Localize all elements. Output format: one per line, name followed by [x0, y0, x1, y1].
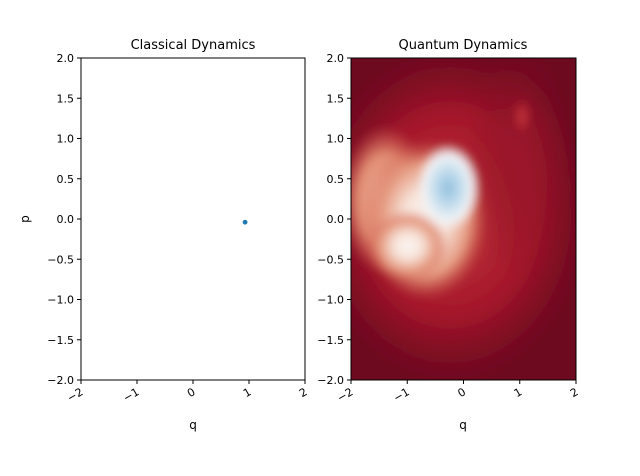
quantum-title: Quantum Dynamics: [399, 38, 528, 53]
x-tick-label: −1: [391, 385, 412, 404]
y-tick-label: 0.0: [327, 213, 345, 226]
scatter-point: [242, 219, 248, 225]
classical-y-ticks: −2.0 −1.5 −1.0 −0.5 0.0 0.5 1.0 1.5 2.0: [47, 52, 81, 387]
y-tick-label: −1.0: [47, 294, 74, 307]
x-tick-label: 2: [297, 385, 310, 400]
y-tick-label: 0.5: [327, 173, 345, 186]
y-tick-label: 1.0: [57, 133, 75, 146]
y-tick-label: −2.0: [317, 374, 344, 387]
x-tick-label: −1: [121, 385, 142, 404]
y-tick-label: 0.0: [57, 213, 75, 226]
y-tick-label: −0.5: [47, 253, 74, 266]
classical-x-ticks: −2 −1 0 1 2: [65, 380, 310, 405]
classical-title: Classical Dynamics: [131, 38, 256, 53]
y-tick-label: −2.0: [47, 374, 74, 387]
x-tick-label: 1: [512, 385, 525, 400]
y-tick-label: −1.0: [317, 294, 344, 307]
x-tick-label: −2: [335, 385, 356, 404]
y-tick-label: 2.0: [327, 52, 345, 65]
y-tick-label: 1.5: [57, 92, 75, 105]
x-tick-label: 1: [241, 385, 254, 400]
quantum-y-ticks: −2.0 −1.5 −1.0 −0.5 0.0 0.5 1.0 1.5 2.0: [317, 52, 351, 387]
y-tick-label: −0.5: [317, 253, 344, 266]
quantum-x-label: q: [459, 418, 467, 432]
quantum-x-ticks: −2 −1 0 1 2: [335, 380, 581, 405]
y-tick-label: 0.5: [57, 173, 75, 186]
heatmap-right-lobe: [465, 58, 575, 280]
classical-y-label: p: [18, 215, 32, 223]
heatmap-blue-peak: [416, 144, 480, 232]
x-tick-label: 2: [568, 385, 581, 400]
quantum-frame: [350, 57, 577, 381]
heatmap-white-lower: [368, 210, 448, 282]
x-tick-label: −2: [65, 385, 86, 404]
classical-points: [242, 219, 248, 225]
x-tick-label: 0: [455, 385, 468, 400]
y-tick-label: 1.5: [327, 92, 345, 105]
heatmap-red-spot: [510, 95, 534, 139]
y-tick-label: 2.0: [57, 52, 75, 65]
classical-axes: Classical Dynamics −2.0 −1.5 −1.0 −0.5 0.0 0.…: [18, 38, 310, 432]
y-tick-label: −1.5: [47, 334, 74, 347]
quantum-heatmap: [351, 58, 576, 380]
classical-frame: [80, 57, 306, 381]
x-tick-label: 0: [185, 385, 198, 400]
classical-plot-area: [81, 58, 305, 380]
y-tick-label: 1.0: [327, 133, 345, 146]
classical-x-label: q: [189, 418, 197, 432]
y-tick-label: −1.5: [317, 334, 344, 347]
quantum-axes: Quantum Dynamics −2.0 −1.5 −1.0 −0.5 0.0 0.5 1…: [317, 38, 581, 432]
